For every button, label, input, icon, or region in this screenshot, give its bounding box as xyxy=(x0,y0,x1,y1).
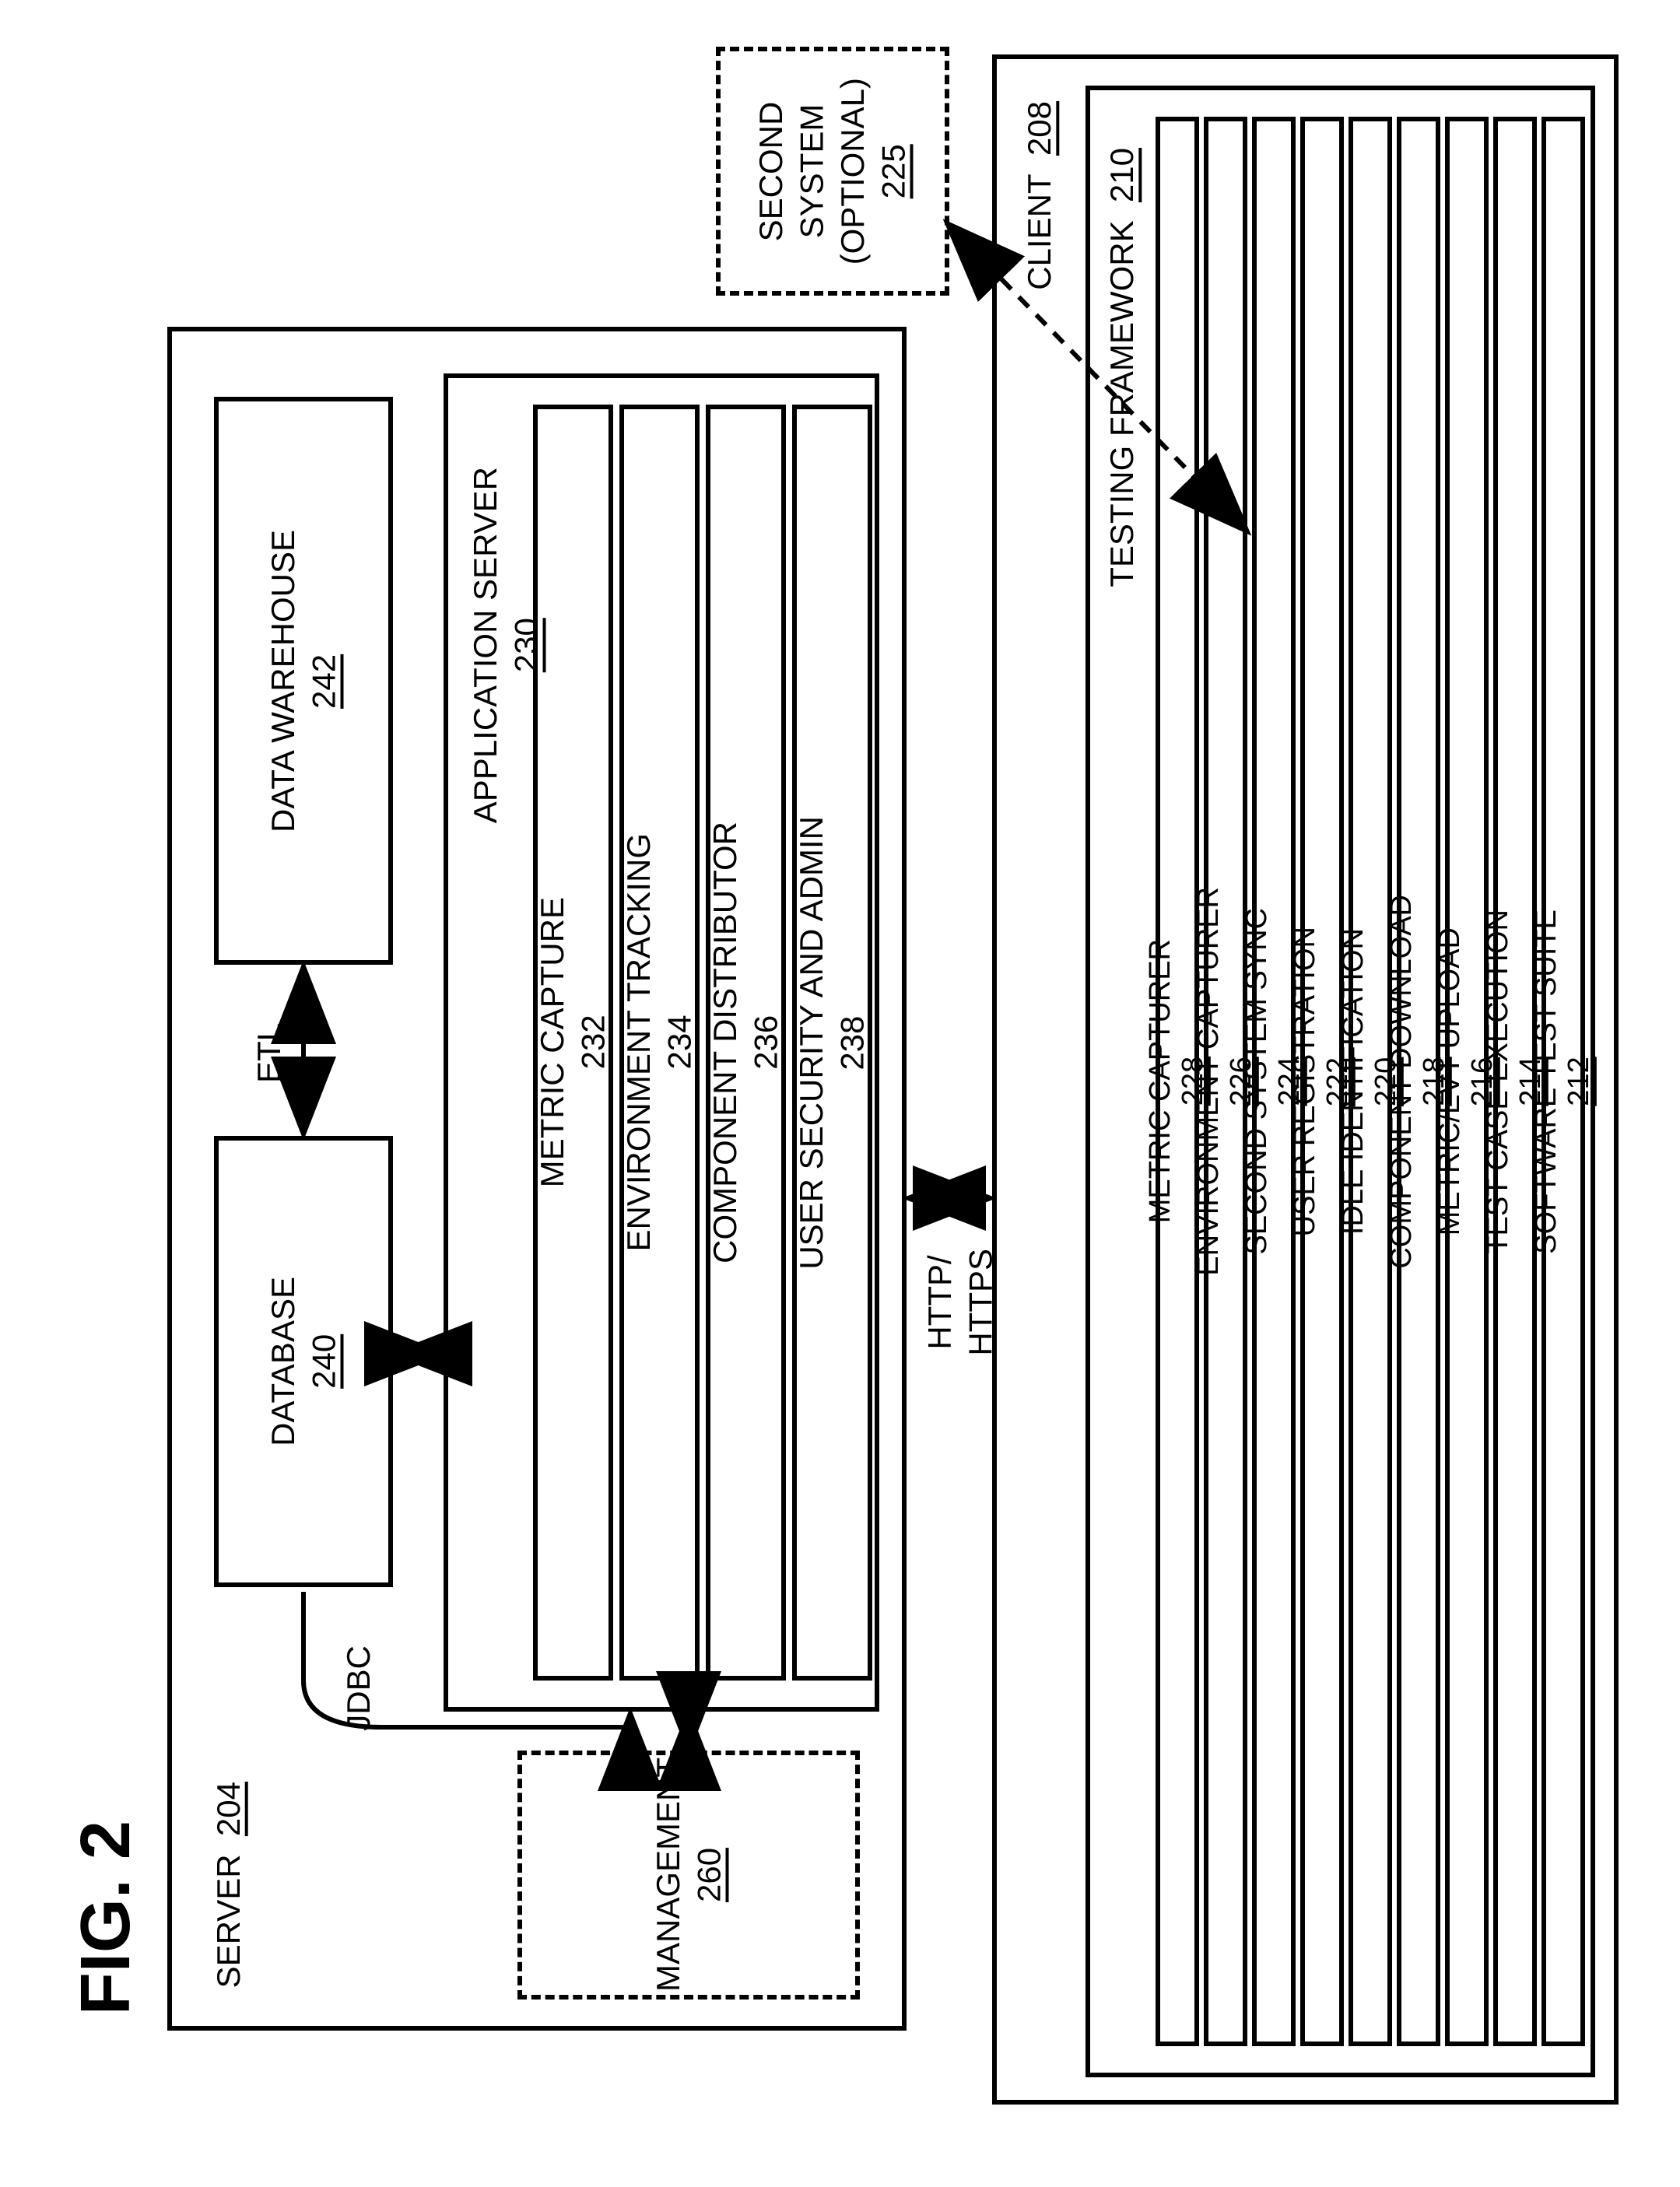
framework-item-212: SOFTWARE TEST SUITE 212 xyxy=(1541,117,1585,2046)
app-server-item-236: COMPONENT DISTRIBUTOR 236 xyxy=(706,405,786,1681)
figure-label: FIG. 2 xyxy=(66,1821,146,2015)
second-system-box: SECOND SYSTEM (OPTIONAL) 225 xyxy=(716,47,949,296)
database-box: DATABASE 240 xyxy=(214,1136,393,1587)
jdbc-label: JDBC xyxy=(338,1646,380,1735)
management-box: MANAGEMENT 260 xyxy=(517,1751,860,1999)
etl-label: ETL xyxy=(249,1023,290,1087)
client-label: CLIENT 208 xyxy=(1021,101,1058,294)
app-server-item-238: USER SECURITY AND ADMIN 238 xyxy=(792,405,872,1681)
testing-framework-label: TESTING FRAMEWORK 210 xyxy=(1103,148,1141,591)
server-label-pre: SERVER 204 xyxy=(210,1782,247,1992)
data-warehouse-box: DATA WAREHOUSE 242 xyxy=(214,397,393,965)
protocol-label: HTTP/ HTTPS xyxy=(920,1249,1001,1360)
app-server-item-232: METRIC CAPTURE 232 xyxy=(533,405,613,1681)
app-server-item-234: ENVIRONMENT TRACKING 234 xyxy=(619,405,700,1681)
diagram-root: FIG. 2 SECOND SYSTEM (OPTIONAL) 225 SERVER… xyxy=(31,31,1649,2156)
